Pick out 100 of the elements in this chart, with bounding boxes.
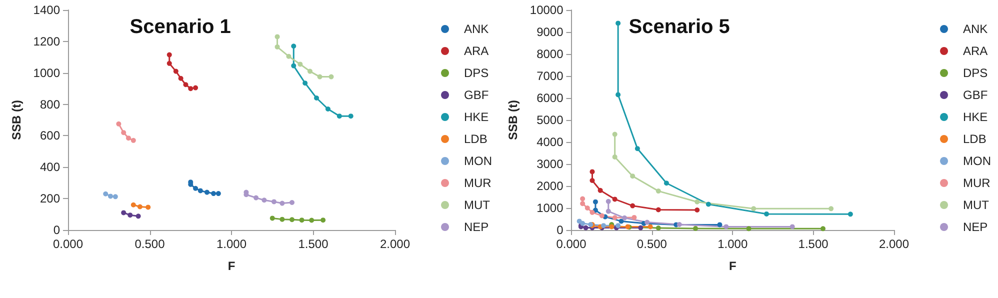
- point: [108, 194, 114, 199]
- legend-label: NEP: [464, 220, 489, 234]
- point: [580, 201, 586, 206]
- y-axis-title: SSB (t): [506, 100, 520, 140]
- point: [290, 217, 294, 222]
- point: [612, 154, 618, 160]
- point: [188, 86, 194, 92]
- point: [664, 180, 669, 186]
- point: [612, 132, 618, 137]
- legend-label: LDB: [464, 132, 488, 146]
- point: [314, 96, 320, 100]
- legend-label: ANK: [464, 22, 489, 36]
- point: [298, 62, 303, 67]
- legend-label: HKE: [464, 110, 489, 124]
- y-tick-label: 6000: [536, 91, 564, 105]
- point: [272, 199, 277, 204]
- point: [173, 68, 178, 74]
- point: [630, 174, 636, 179]
- point: [644, 220, 650, 225]
- chart-title: Scenario 5: [628, 16, 730, 38]
- point: [198, 188, 203, 194]
- y-tick-label: 1400: [33, 3, 60, 17]
- point: [166, 52, 172, 58]
- x-tick-label: 1.500: [298, 237, 329, 251]
- point: [121, 210, 126, 216]
- point: [724, 224, 729, 230]
- legend-label: MUT: [963, 198, 990, 212]
- point: [126, 136, 131, 141]
- y-tick-label: 1200: [33, 34, 60, 48]
- y-tick-label: 2000: [536, 179, 564, 193]
- point: [676, 222, 682, 227]
- point: [274, 34, 280, 40]
- y-tick-label: 10000: [530, 3, 564, 17]
- point: [764, 211, 770, 216]
- point: [820, 226, 826, 232]
- point: [580, 220, 586, 226]
- point: [309, 218, 314, 223]
- point: [336, 114, 342, 119]
- x-axis-title: F: [728, 259, 736, 273]
- point: [583, 225, 588, 230]
- y-tick-label: 600: [40, 128, 60, 143]
- legend-label: MUR: [464, 176, 492, 190]
- x-tick-label: 1.000: [718, 237, 748, 251]
- x-tick-label: 2.000: [380, 237, 410, 251]
- point: [270, 216, 275, 221]
- point: [618, 218, 624, 224]
- point: [656, 226, 661, 231]
- x-axis-title: F: [228, 259, 236, 273]
- legend-label: MUR: [963, 176, 991, 190]
- point: [291, 44, 296, 49]
- point: [130, 138, 136, 143]
- point: [216, 191, 221, 196]
- point: [590, 169, 595, 174]
- point: [592, 208, 598, 213]
- point: [254, 195, 259, 200]
- legend-label: GBF: [963, 88, 988, 102]
- point: [606, 208, 611, 214]
- x-tick-label: 1.500: [798, 237, 829, 251]
- x-tick-label: 0.000: [52, 237, 84, 251]
- y-tick-label: 400: [40, 160, 60, 174]
- point: [307, 68, 312, 74]
- x-tick-label: 0.500: [134, 237, 166, 251]
- point: [848, 212, 853, 217]
- point: [286, 54, 292, 59]
- point: [178, 76, 184, 81]
- x-tick-label: 2.000: [878, 237, 910, 251]
- point: [320, 218, 326, 223]
- point: [262, 198, 267, 203]
- point: [137, 204, 142, 210]
- point: [598, 188, 603, 193]
- point: [590, 210, 595, 215]
- point: [632, 214, 637, 220]
- y-tick-label: 5000: [536, 113, 564, 127]
- point: [136, 214, 141, 219]
- point: [717, 222, 722, 228]
- legend-label: MUT: [464, 198, 491, 212]
- legend-label: ARA: [963, 44, 988, 58]
- point: [183, 82, 188, 88]
- point: [116, 121, 122, 126]
- point: [280, 200, 285, 206]
- point: [599, 213, 604, 218]
- point: [648, 224, 653, 230]
- y-tick-label: 0: [53, 223, 60, 237]
- point: [612, 196, 618, 202]
- point: [634, 146, 640, 152]
- y-tick-label: 7000: [536, 69, 564, 83]
- x-tick-label: 0.000: [556, 237, 587, 251]
- point: [606, 198, 611, 204]
- point: [656, 188, 661, 194]
- point: [751, 206, 756, 212]
- point: [112, 194, 118, 200]
- legend-label: LDB: [963, 132, 986, 146]
- y-tick-label: 800: [40, 97, 60, 112]
- point: [592, 199, 598, 204]
- legend-label: HKE: [963, 110, 988, 124]
- y-tick-label: 4000: [536, 135, 564, 149]
- point: [290, 200, 294, 205]
- point: [166, 60, 172, 66]
- point: [317, 74, 322, 80]
- point: [328, 74, 334, 80]
